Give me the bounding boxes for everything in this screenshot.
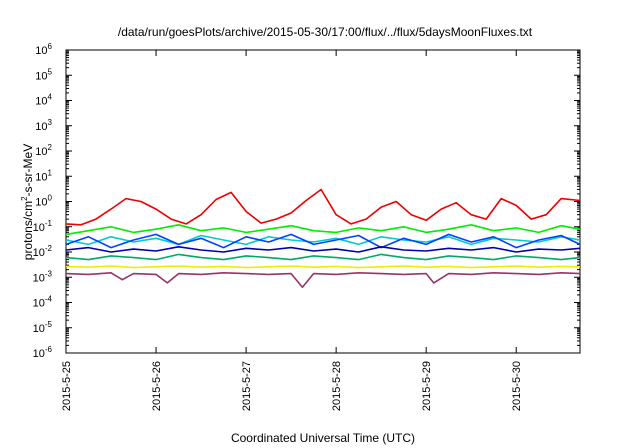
y-tick-base: 10 — [33, 272, 45, 284]
x-tick-label: 2015-5-30 — [511, 361, 523, 411]
series-line-5 — [65, 246, 581, 253]
y-axis: 10-610-510-410-310-210-11001011021031041… — [33, 42, 580, 360]
y-tick-exponent: 2 — [48, 143, 53, 152]
y-tick-exponent: -6 — [45, 345, 53, 354]
y-tick-label: 10-6 — [33, 345, 53, 360]
y-tick-base: 10 — [33, 323, 45, 335]
y-axis-title: protons/cm2-s-sr-MeV — [20, 144, 35, 260]
y-tick-base: 10 — [35, 197, 47, 209]
x-tick-label: 2015-5-27 — [241, 361, 253, 411]
y-tick-exponent: -3 — [45, 269, 53, 278]
y-tick-label: 10-1 — [33, 219, 53, 234]
y-tick-base: 10 — [33, 298, 45, 310]
y-tick-label: 103 — [35, 118, 52, 133]
y-tick-exponent: 4 — [48, 93, 53, 102]
y-tick-exponent: -1 — [45, 219, 53, 228]
x-tick-label: 2015-5-29 — [421, 361, 433, 411]
y-tick-label: 100 — [35, 194, 52, 209]
y-tick-label: 102 — [35, 143, 52, 158]
series-line-7 — [65, 265, 581, 269]
y-tick-base: 10 — [35, 171, 47, 183]
y-axis-title-after: -s-sr-MeV — [21, 144, 35, 197]
y-tick-exponent: 0 — [48, 194, 53, 203]
y-tick-base: 10 — [35, 70, 47, 82]
y-tick-exponent: -2 — [45, 244, 53, 253]
y-axis-title-sup: 2 — [20, 196, 29, 201]
y-tick-exponent: 1 — [48, 168, 53, 177]
series-layer — [65, 188, 581, 289]
x-axis: 2015-5-25 2015-5-26 2015-5-27 2015-5-28 2015… — [61, 50, 523, 411]
y-tick-base: 10 — [33, 222, 45, 234]
y-tick-base: 10 — [35, 121, 47, 133]
y-tick-label: 10-5 — [33, 320, 53, 335]
y-tick-label: 105 — [35, 67, 52, 82]
y-tick-exponent: -4 — [45, 295, 53, 304]
y-tick-base: 10 — [33, 348, 45, 360]
y-tick-label: 10-2 — [33, 244, 53, 259]
x-tick-label: 2015-5-28 — [331, 361, 343, 411]
plot-area — [65, 49, 581, 354]
y-tick-base: 10 — [35, 45, 47, 57]
y-tick-exponent: 5 — [48, 67, 53, 76]
series-line-8 — [65, 271, 581, 289]
y-tick-label: 101 — [35, 168, 52, 183]
y-tick-exponent: 3 — [48, 118, 53, 127]
y-tick-label: 106 — [35, 42, 52, 57]
x-tick-label: 2015-5-26 — [151, 361, 163, 411]
y-tick-base: 10 — [35, 146, 47, 158]
chart-title: /data/run/goesPlots/archive/2015-05-30/1… — [118, 25, 533, 39]
x-tick-label: 2015-5-25 — [61, 361, 73, 411]
x-axis-title: Coordinated Universal Time (UTC) — [231, 431, 415, 445]
y-tick-label: 104 — [35, 93, 52, 108]
y-tick-exponent: 6 — [48, 42, 53, 51]
y-axis-title-before: protons/cm — [21, 201, 35, 260]
series-line-2 — [65, 224, 581, 236]
y-tick-label: 10-3 — [33, 269, 53, 284]
y-tick-exponent: -5 — [45, 320, 53, 329]
series-line-6 — [65, 253, 581, 261]
y-tick-label: 10-4 — [33, 295, 53, 310]
series-line-4 — [65, 233, 581, 249]
y-tick-base: 10 — [33, 247, 45, 259]
y-tick-base: 10 — [35, 96, 47, 108]
series-line-1 — [65, 188, 581, 226]
